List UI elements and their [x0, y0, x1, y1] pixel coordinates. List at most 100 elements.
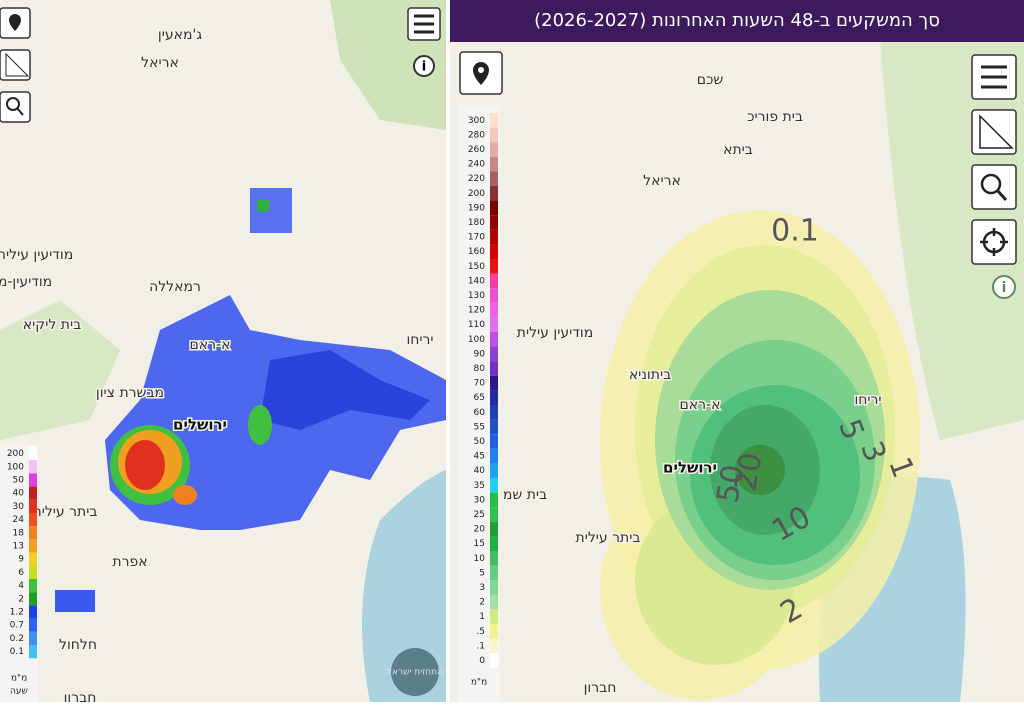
- button-menu[interactable]: [971, 54, 1017, 100]
- legend-swatch: [490, 215, 498, 230]
- legend-swatch: [490, 259, 498, 274]
- place-label: א-ראם: [680, 397, 721, 413]
- legend-label: 30: [13, 502, 25, 512]
- legend-swatch: [29, 579, 37, 593]
- place-label: בית שמ: [503, 487, 547, 503]
- legend-label: 200: [468, 189, 485, 199]
- legend-label: 150: [468, 262, 485, 272]
- legend-label: 0: [479, 656, 485, 666]
- legend-swatch: [490, 332, 498, 347]
- legend-label: 18: [13, 528, 25, 538]
- legend-swatch: [490, 113, 498, 128]
- button-info[interactable]: i: [413, 55, 435, 77]
- legend-label: .1: [476, 641, 485, 651]
- legend-label: 260: [468, 145, 485, 155]
- contour-label: 0.1: [771, 214, 819, 249]
- place-label: ג'מאעין: [158, 27, 202, 43]
- legend-label: 300: [468, 116, 485, 126]
- button-location[interactable]: [459, 51, 503, 95]
- contour-label: 50: [710, 462, 751, 506]
- legend-swatch: [490, 419, 498, 435]
- legend-label: .5: [476, 627, 485, 637]
- place-label: אריאל: [141, 55, 179, 71]
- left-map: התחזית ישראל: [0, 0, 446, 702]
- legend-swatch: [29, 460, 37, 474]
- legend-label: 10: [474, 554, 486, 564]
- legend-swatch: [490, 302, 498, 318]
- legend-swatch: [490, 288, 498, 303]
- legend-swatch: [490, 624, 498, 639]
- legend-label: 40: [474, 466, 486, 476]
- legend-swatch: [490, 448, 498, 464]
- legend-label: 5: [479, 568, 485, 578]
- legend-label: 45: [474, 452, 485, 462]
- right-map: [450, 0, 1024, 702]
- button-ruler[interactable]: [0, 49, 31, 81]
- legend-unit: מ"מ: [11, 674, 27, 684]
- svg-text:i: i: [1002, 280, 1007, 296]
- button-search[interactable]: [971, 164, 1017, 210]
- legend-label: 30: [474, 495, 486, 505]
- legend-label: 2: [479, 598, 485, 608]
- place-label: ביתר עילית: [33, 504, 98, 520]
- title-bar: [450, 0, 1024, 42]
- legend-label: 40: [13, 489, 25, 499]
- place-label: אריאל: [643, 173, 681, 189]
- button-menu[interactable]: [407, 7, 441, 41]
- place-label: ירושלים: [173, 416, 227, 434]
- legend-label: 120: [468, 306, 485, 316]
- legend-label: 90: [474, 349, 486, 359]
- legend-swatch: [29, 552, 37, 566]
- legend-swatch: [490, 551, 498, 566]
- legend-swatch: [490, 565, 498, 581]
- legend-label: 0.2: [10, 634, 24, 644]
- legend-swatch: [490, 492, 498, 508]
- place-label: יריחו: [854, 392, 881, 408]
- legend-label: 1.2: [10, 608, 24, 618]
- button-locate[interactable]: [971, 219, 1017, 265]
- legend-swatch: [29, 473, 37, 487]
- place-label: מבשרת ציון: [96, 385, 164, 401]
- legend-label: 55: [474, 422, 485, 432]
- place-label: אפרת: [112, 554, 147, 570]
- legend-swatch: [490, 200, 498, 216]
- button-ruler[interactable]: [971, 109, 1017, 155]
- button-location[interactable]: [0, 7, 31, 39]
- legend-label: 240: [468, 160, 485, 170]
- place-label: חברון: [584, 680, 617, 696]
- legend-swatch: [29, 605, 37, 619]
- button-info[interactable]: i: [992, 275, 1016, 299]
- legend-swatch: [490, 580, 498, 595]
- svg-text:i: i: [422, 60, 426, 75]
- legend-swatch: [29, 631, 37, 645]
- legend-swatch: [490, 609, 498, 624]
- contour-label: 20: [728, 450, 769, 494]
- place-label: מודיעין עילית: [0, 247, 73, 263]
- legend-swatch: [490, 244, 498, 259]
- legend-label: 0.1: [10, 647, 24, 657]
- logo: התחזית ישראל: [387, 668, 443, 678]
- legend-label: 24: [13, 515, 25, 525]
- legend-swatch: [490, 317, 498, 332]
- legend-swatch: [490, 375, 498, 391]
- place-label: רמאללה: [149, 279, 201, 295]
- legend-swatch: [29, 513, 37, 527]
- place-label: בית פוריכ: [747, 109, 803, 125]
- place-label: ביתר עילית: [576, 530, 641, 546]
- button-search[interactable]: [0, 91, 31, 123]
- legend-swatch: [490, 127, 498, 143]
- legend-label: 170: [468, 233, 485, 243]
- place-label: יריחו: [406, 332, 433, 348]
- legend-swatch: [29, 645, 37, 659]
- legend-label: 60: [474, 408, 486, 418]
- legend-label: 13: [13, 542, 24, 552]
- legend-label: 9: [18, 555, 24, 565]
- legend-label: 130: [468, 291, 485, 301]
- legend-label: 100: [7, 462, 24, 472]
- legend-swatch: [490, 463, 498, 478]
- legend-label: 220: [468, 174, 485, 184]
- legend-swatch: [490, 653, 498, 668]
- legend-swatch: [490, 171, 498, 186]
- legend-swatch: [490, 536, 498, 551]
